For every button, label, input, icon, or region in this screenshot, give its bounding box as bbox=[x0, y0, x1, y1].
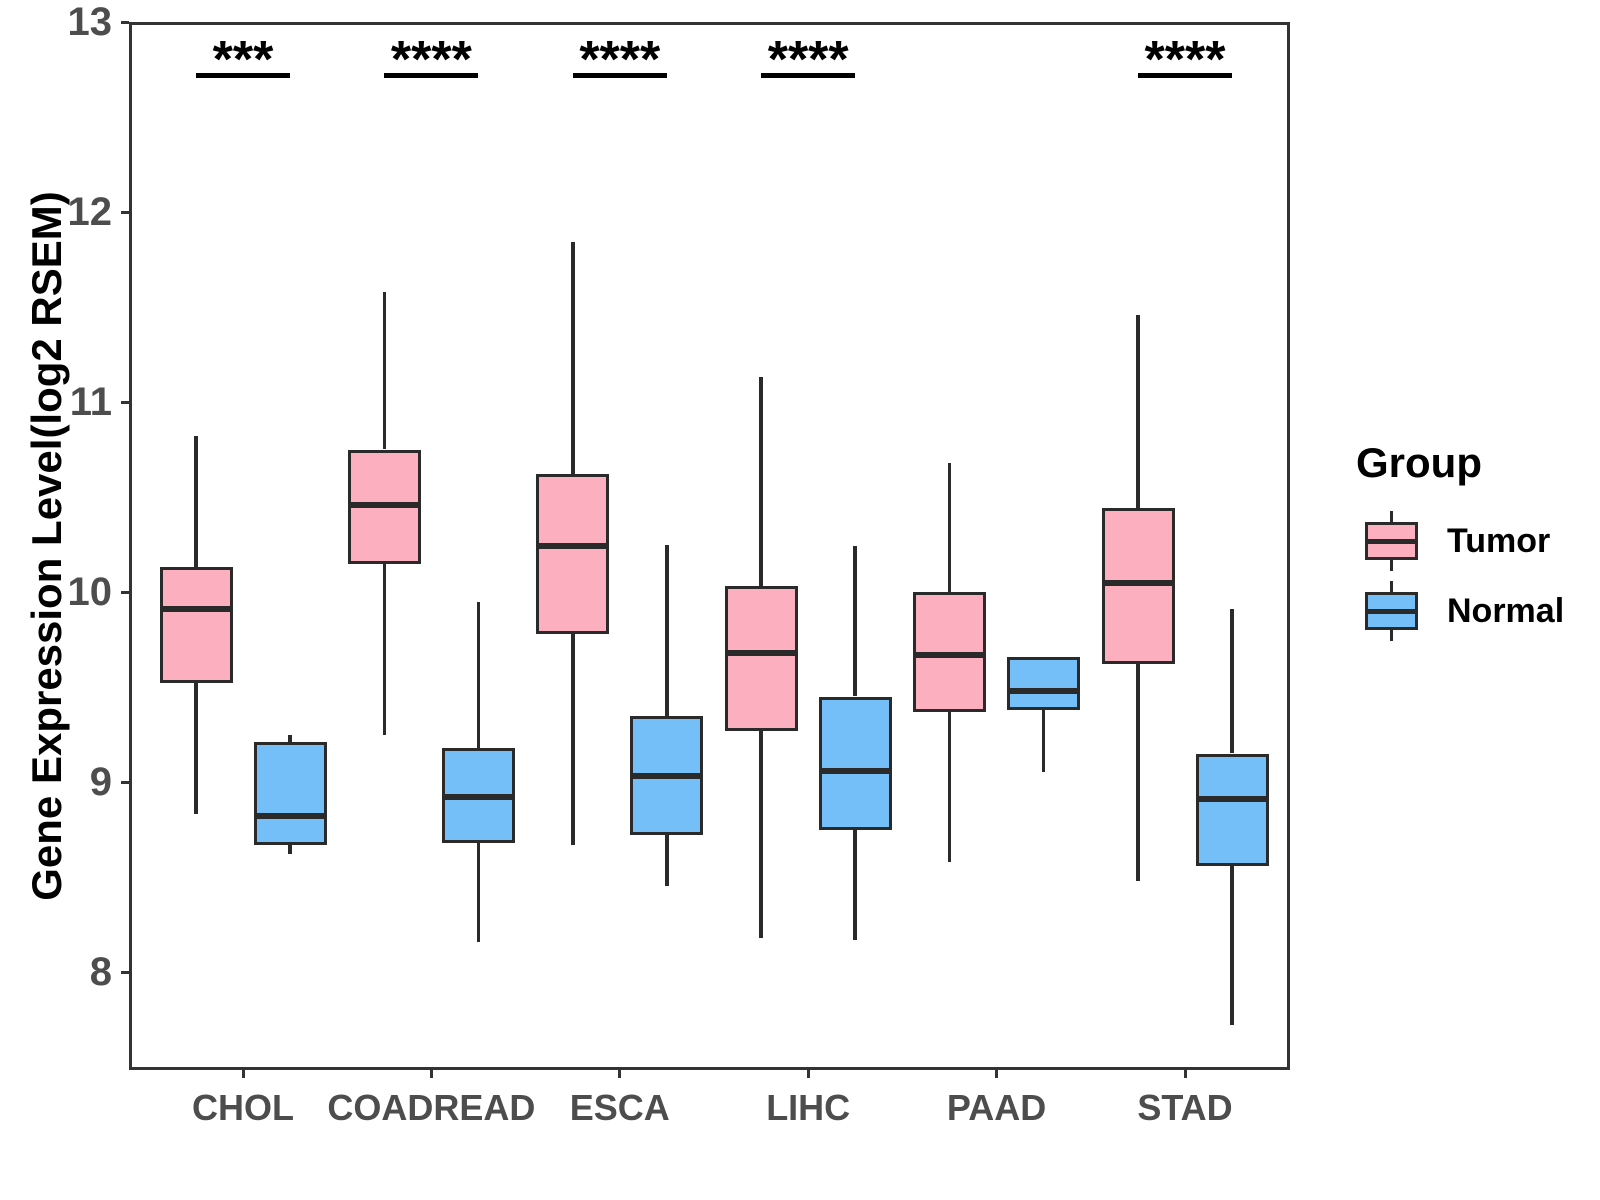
lower-whisker-tumor-lihc bbox=[759, 730, 763, 938]
significance-bar-stad bbox=[1138, 73, 1232, 78]
median-tumor-paad bbox=[913, 651, 987, 658]
upper-whisker-normal-coadread bbox=[476, 601, 481, 748]
box-tumor-chol bbox=[159, 567, 233, 684]
legend-key-median-normal bbox=[1365, 608, 1418, 614]
y-tick-label-8: 8 bbox=[89, 950, 112, 994]
x-tick-mark-stad bbox=[1183, 1070, 1187, 1078]
median-normal-esca bbox=[630, 773, 704, 780]
median-normal-paad bbox=[1007, 687, 1081, 694]
median-normal-lihc bbox=[818, 767, 892, 774]
upper-whisker-normal-chol bbox=[288, 734, 292, 743]
plot-panel bbox=[129, 22, 1290, 1070]
median-tumor-stad bbox=[1101, 579, 1175, 586]
x-tick-mark-coadread bbox=[429, 1070, 433, 1078]
median-tumor-lihc bbox=[724, 649, 798, 656]
median-tumor-chol bbox=[159, 606, 233, 613]
y-tick-label-10: 10 bbox=[67, 570, 113, 614]
box-tumor-lihc bbox=[724, 586, 798, 731]
lower-whisker-tumor-paad bbox=[947, 711, 952, 862]
box-normal-stad bbox=[1195, 753, 1269, 866]
box-normal-lihc bbox=[818, 696, 892, 830]
upper-whisker-tumor-coadread bbox=[382, 291, 387, 450]
median-tumor-esca bbox=[536, 543, 610, 550]
median-normal-chol bbox=[253, 813, 327, 820]
x-category-label-paad: PAAD bbox=[946, 1087, 1047, 1128]
box-normal-chol bbox=[253, 742, 327, 845]
x-category-label-lihc: LIHC bbox=[766, 1087, 851, 1128]
y-tick-mark-12 bbox=[121, 210, 129, 214]
upper-whisker-tumor-esca bbox=[571, 242, 575, 475]
y-tick-mark-8 bbox=[121, 970, 129, 974]
lower-whisker-normal-coadread bbox=[476, 842, 481, 942]
lower-whisker-normal-lihc bbox=[853, 829, 857, 940]
upper-whisker-tumor-paad bbox=[947, 462, 952, 592]
legend-key-median-tumor bbox=[1365, 538, 1418, 544]
lower-whisker-tumor-chol bbox=[194, 683, 198, 815]
x-category-label-coadread: COADREAD bbox=[327, 1087, 536, 1128]
y-tick-mark-11 bbox=[121, 400, 129, 404]
x-tick-mark-esca bbox=[618, 1070, 622, 1078]
x-category-label-stad: STAD bbox=[1137, 1087, 1233, 1128]
lower-whisker-tumor-coadread bbox=[382, 563, 387, 735]
x-tick-mark-lihc bbox=[806, 1070, 810, 1078]
y-tick-mark-13 bbox=[121, 20, 129, 24]
significance-bar-chol bbox=[196, 73, 290, 78]
legend-label-tumor: Tumor bbox=[1447, 522, 1551, 560]
box-tumor-stad bbox=[1101, 508, 1175, 665]
significance-bar-coadread bbox=[384, 73, 479, 78]
upper-whisker-tumor-lihc bbox=[759, 377, 763, 587]
legend-key-lower-whisker-normal bbox=[1389, 630, 1393, 641]
legend-key-upper-whisker-tumor bbox=[1389, 511, 1393, 522]
lower-whisker-normal-chol bbox=[288, 844, 292, 855]
upper-whisker-tumor-chol bbox=[194, 436, 198, 568]
median-tumor-coadread bbox=[347, 501, 421, 508]
y-tick-label-13: 13 bbox=[67, 0, 113, 44]
x-category-label-esca: ESCA bbox=[569, 1087, 670, 1128]
x-tick-mark-chol bbox=[241, 1070, 245, 1078]
lower-whisker-normal-paad bbox=[1041, 709, 1046, 773]
lower-whisker-tumor-stad bbox=[1136, 664, 1140, 881]
lower-whisker-tumor-esca bbox=[571, 633, 575, 845]
legend-label-normal: Normal bbox=[1447, 592, 1565, 630]
significance-bar-esca bbox=[572, 73, 667, 78]
lower-whisker-normal-stad bbox=[1230, 865, 1234, 1026]
lower-whisker-normal-esca bbox=[665, 835, 669, 887]
median-normal-coadread bbox=[441, 794, 515, 801]
box-tumor-esca bbox=[536, 474, 610, 634]
legend-key-lower-whisker-tumor bbox=[1389, 560, 1393, 571]
x-category-label-chol: CHOL bbox=[192, 1087, 294, 1128]
legend-key-upper-whisker-normal bbox=[1389, 581, 1393, 592]
upper-whisker-normal-esca bbox=[665, 544, 669, 716]
legend-title: Group bbox=[1356, 439, 1482, 486]
y-tick-mark-9 bbox=[121, 780, 129, 784]
median-normal-stad bbox=[1195, 796, 1269, 803]
y-tick-mark-10 bbox=[121, 590, 129, 594]
y-tick-label-9: 9 bbox=[89, 760, 112, 804]
upper-whisker-normal-stad bbox=[1230, 609, 1234, 754]
significance-bar-lihc bbox=[761, 73, 856, 78]
upper-whisker-normal-lihc bbox=[853, 546, 857, 697]
x-tick-mark-paad bbox=[995, 1070, 999, 1078]
upper-whisker-tumor-stad bbox=[1136, 314, 1140, 509]
y-tick-label-12: 12 bbox=[67, 190, 113, 234]
y-tick-label-11: 11 bbox=[69, 380, 112, 424]
box-normal-paad bbox=[1007, 656, 1081, 710]
